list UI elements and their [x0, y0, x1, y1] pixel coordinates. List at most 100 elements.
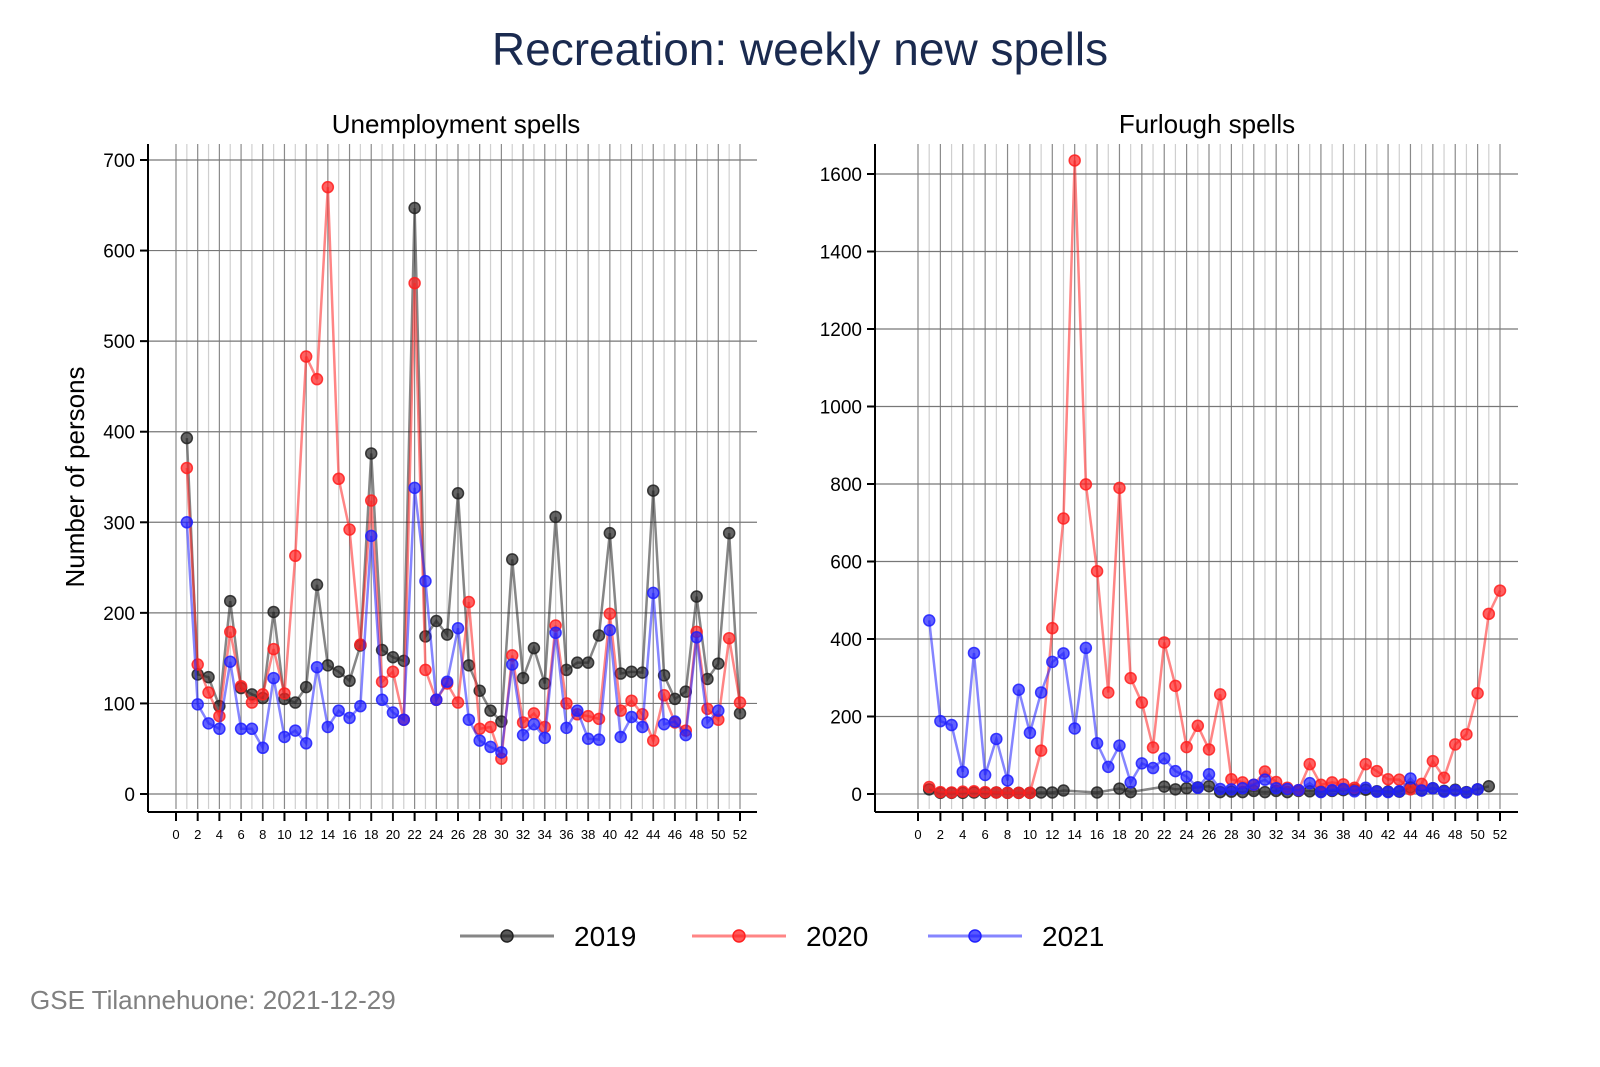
data-point-2021: [1404, 772, 1417, 785]
series-2021: [922, 614, 1484, 799]
data-point-2021: [191, 698, 204, 711]
data-point-2021: [646, 586, 660, 600]
chart-title: Recreation: weekly new spells: [491, 23, 1109, 75]
data-point-2021: [956, 765, 970, 779]
x-tick-label: 20: [386, 827, 400, 842]
data-point-2021: [549, 626, 562, 640]
data-point-2020: [1001, 786, 1014, 800]
x-tick-label: 34: [538, 827, 552, 842]
data-point-2021: [267, 671, 280, 685]
data-point-2020: [1191, 719, 1205, 733]
x-tick-label: 8: [259, 827, 266, 842]
data-point-2021: [1225, 783, 1238, 796]
x-tick-label: 46: [668, 827, 682, 842]
data-point-2019: [364, 447, 378, 460]
data-point-2021: [1090, 736, 1104, 750]
x-tick-label: 48: [689, 827, 703, 842]
y-tick-label: 400: [830, 630, 862, 651]
data-point-2019: [581, 656, 595, 669]
x-tick-label: 20: [1135, 827, 1149, 842]
y-tick-label: 700: [103, 151, 135, 172]
data-point-2020: [245, 696, 259, 709]
data-point-2019: [646, 484, 660, 497]
x-tick-label: 6: [982, 827, 989, 842]
data-point-2021: [712, 704, 725, 717]
data-point-2020: [1180, 740, 1193, 754]
data-point-2021: [668, 715, 682, 728]
data-point-2021: [922, 614, 936, 627]
data-point-2021: [592, 733, 606, 746]
data-point-2021: [1169, 764, 1182, 778]
data-point-2019: [668, 692, 682, 706]
data-point-2021: [625, 710, 638, 724]
x-tick-label: 10: [1023, 827, 1037, 842]
data-point-2021: [256, 741, 270, 755]
x-tick-label: 16: [1090, 827, 1104, 842]
data-point-2020: [1370, 764, 1384, 778]
data-point-2021: [636, 720, 649, 734]
series-line-2019: [185, 207, 742, 725]
data-point-2020: [1381, 773, 1395, 786]
x-tick-label: 4: [959, 827, 966, 842]
data-point-2021: [1281, 782, 1294, 796]
data-point-2020: [1034, 744, 1048, 757]
x-tick-label: 28: [472, 827, 486, 842]
y-tick-label: 200: [830, 708, 862, 729]
panel-title: Furlough spells: [1119, 109, 1295, 139]
data-point-2020: [1493, 584, 1507, 597]
data-point-2020: [1146, 741, 1160, 754]
data-point-2019: [299, 680, 313, 694]
data-point-2019: [733, 707, 747, 720]
data-point-2021: [1034, 686, 1048, 699]
data-point-2020: [967, 785, 981, 798]
data-point-2021: [180, 516, 194, 529]
y-tick-label: 200: [103, 604, 135, 625]
data-point-2019: [527, 641, 541, 655]
data-point-2020: [386, 665, 400, 678]
x-tick-label: 34: [1291, 827, 1305, 842]
data-point-2021: [690, 631, 703, 644]
data-point-2020: [462, 595, 476, 609]
data-point-2020: [364, 494, 378, 507]
data-point-2019: [310, 578, 324, 592]
data-point-2020: [722, 631, 736, 645]
data-point-2019: [1482, 780, 1496, 793]
data-point-2021: [1113, 739, 1126, 752]
data-point-2020: [1169, 679, 1182, 693]
data-point-2019: [571, 656, 584, 669]
x-tick-label: 32: [516, 827, 530, 842]
data-point-2021: [343, 711, 356, 725]
data-point-2019: [343, 674, 356, 688]
x-tick-label: 12: [1045, 827, 1059, 842]
data-point-2021: [1426, 781, 1440, 795]
data-point-2020: [278, 687, 291, 700]
x-tick-label: 14: [1067, 827, 1081, 842]
series-2021: [180, 481, 725, 759]
data-point-2021: [1057, 647, 1070, 660]
y-tick-label: 0: [851, 785, 862, 806]
x-tick-label: 10: [277, 827, 291, 842]
x-tick-label: 40: [603, 827, 617, 842]
x-tick-label: 50: [711, 827, 725, 842]
data-point-2021: [386, 706, 400, 719]
data-point-2021: [1157, 752, 1171, 765]
x-tick-label: 40: [1358, 827, 1372, 842]
data-point-2021: [375, 693, 389, 707]
data-point-2021: [1370, 785, 1384, 798]
x-tick-label: 38: [581, 827, 595, 842]
data-point-2021: [701, 716, 714, 729]
legend-item-2020: 2020: [692, 921, 868, 952]
x-tick-label: 8: [1004, 827, 1011, 842]
data-point-2020: [592, 712, 606, 726]
data-point-2021: [1146, 761, 1160, 775]
data-point-2019: [408, 201, 421, 215]
data-point-2021: [1258, 773, 1272, 786]
data-point-2021: [1102, 760, 1115, 774]
data-point-2019: [625, 665, 638, 678]
data-point-2020: [289, 549, 302, 563]
data-point-2019: [484, 704, 497, 717]
series-line-2020: [928, 160, 1502, 795]
data-point-2019: [1046, 786, 1059, 799]
x-tick-label: 0: [914, 827, 921, 842]
x-tick-label: 36: [559, 827, 573, 842]
